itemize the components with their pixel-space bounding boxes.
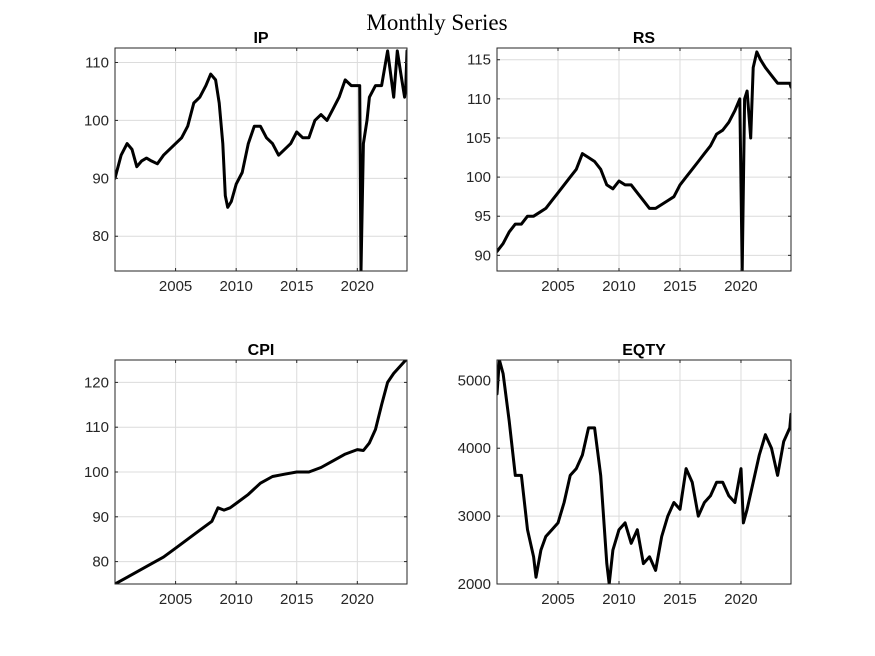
- y-tick-label: 90: [92, 170, 109, 187]
- x-tick-label: 2015: [663, 591, 696, 608]
- axes-box: [496, 47, 792, 272]
- panel-eqty: 2005 2010 2015 2020 2000 3000 4000 5000 EQTY: [458, 342, 792, 608]
- y-tick-label: 80: [92, 228, 109, 245]
- x-tick-label: 2020: [724, 591, 757, 608]
- panel-ip: 2005 2010 2015 2020 80 90 100 110 IP: [84, 30, 408, 295]
- x-tick-label: 2005: [541, 278, 574, 295]
- y-tick-label: 95: [474, 208, 491, 225]
- panel-cpi: 2005 2010 2015 2020 80 90 100 110 120 CPI: [84, 342, 408, 608]
- x-tick-label: 2020: [724, 278, 757, 295]
- panel-rs: 2005 2010 2015 2020 90 95 100 105 110 115 RS: [466, 30, 792, 295]
- figure-title: Monthly Series: [366, 10, 507, 35]
- axes-box: [114, 47, 408, 272]
- y-tick-label: 110: [85, 54, 109, 71]
- y-tick-label: 2000: [458, 576, 491, 593]
- x-tick-label: 2020: [341, 591, 374, 608]
- panel-title: CPI: [248, 342, 275, 359]
- y-tick-label: 100: [84, 464, 109, 481]
- series-line-rs: [497, 50, 791, 271]
- panels: 2005 2010 2015 2020 80 90 100 110 IP 2005 2010 2015…: [84, 30, 792, 608]
- y-tick-label: 105: [466, 130, 491, 147]
- y-tick-label: 110: [467, 91, 491, 108]
- panel-title: RS: [633, 30, 656, 47]
- y-tick-label: 4000: [458, 440, 491, 457]
- x-tick-label: 2005: [159, 278, 192, 295]
- y-tick-label: 3000: [458, 508, 491, 525]
- series-line-eqty: [497, 360, 791, 584]
- panel-title: EQTY: [622, 342, 666, 359]
- x-tick-label: 2010: [219, 278, 252, 295]
- x-tick-label: 2015: [280, 278, 313, 295]
- panel-title: IP: [253, 30, 268, 47]
- x-tick-label: 2020: [341, 278, 374, 295]
- x-tick-label: 2010: [219, 591, 252, 608]
- y-tick-label: 110: [85, 419, 109, 436]
- series-line-ip: [115, 49, 407, 271]
- y-tick-label: 5000: [458, 372, 491, 389]
- x-tick-label: 2015: [280, 591, 313, 608]
- x-tick-label: 2010: [602, 278, 635, 295]
- x-tick-label: 2005: [159, 591, 192, 608]
- y-tick-label: 115: [467, 52, 491, 69]
- x-tick-label: 2010: [602, 591, 635, 608]
- x-tick-label: 2005: [541, 591, 574, 608]
- x-tick-label: 2015: [663, 278, 696, 295]
- y-tick-label: 120: [84, 374, 109, 391]
- y-tick-label: 100: [466, 169, 491, 186]
- y-tick-label: 90: [474, 247, 491, 264]
- series-line-cpi: [115, 360, 407, 584]
- y-tick-label: 100: [84, 112, 109, 129]
- y-tick-label: 80: [92, 554, 109, 571]
- y-tick-label: 90: [92, 509, 109, 526]
- axes-box: [496, 359, 792, 585]
